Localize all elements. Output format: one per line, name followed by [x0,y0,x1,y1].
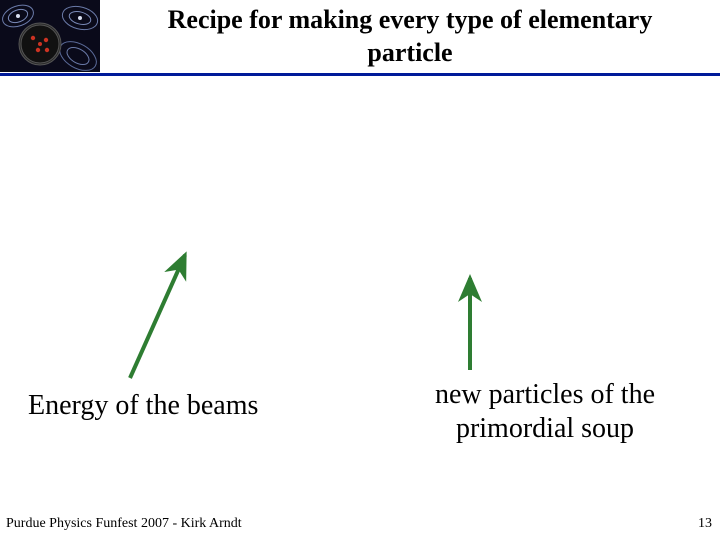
header-logo [0,0,100,72]
page-number: 13 [698,516,712,532]
arrow-left [130,255,185,378]
slide-title: Recipe for making every type of elementa… [130,4,690,69]
logo-graphic [0,0,100,72]
title-underline [0,73,720,76]
slide-header: Recipe for making every type of elementa… [0,0,720,78]
arrows-layer [0,0,720,540]
label-energy-of-beams: Energy of the beams [28,390,258,422]
footer-text: Purdue Physics Funfest 2007 - Kirk Arndt [6,516,242,532]
label-new-particles: new particles of the primordial soup [400,378,690,445]
